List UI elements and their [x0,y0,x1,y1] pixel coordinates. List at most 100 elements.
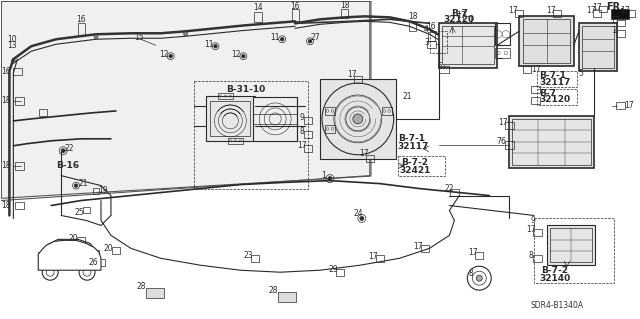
Bar [354,76,362,83]
Text: B-16: B-16 [56,161,79,170]
Text: 8: 8 [529,251,533,260]
Text: 20: 20 [103,244,113,253]
Text: 17: 17 [592,3,602,12]
Text: 14: 14 [253,3,263,12]
Text: 17: 17 [456,11,466,20]
Text: 17: 17 [531,65,541,74]
Circle shape [360,217,364,220]
Text: 5: 5 [579,69,583,78]
Bar [532,229,541,236]
Circle shape [169,55,172,58]
Text: 18: 18 [2,161,11,170]
Bar [205,96,255,141]
Bar [77,237,85,244]
Bar [531,85,540,93]
Text: 18: 18 [408,12,417,21]
Bar [519,16,574,66]
Bar [83,207,90,213]
Text: 12: 12 [159,50,168,59]
Text: B-7-1: B-7-1 [539,70,566,80]
Bar [537,89,577,105]
Text: 32120: 32120 [539,95,570,105]
Text: 13: 13 [8,41,17,50]
Text: 9: 9 [531,216,536,225]
Text: 8: 8 [300,127,305,136]
Text: 21: 21 [403,93,412,101]
Bar [593,10,601,17]
Bar [627,10,635,17]
Circle shape [74,184,78,187]
Text: 28: 28 [268,286,278,295]
Text: B-7-2: B-7-2 [541,266,568,275]
Bar [278,292,296,302]
Text: 17: 17 [359,149,369,158]
Bar [523,66,531,73]
Text: 17: 17 [546,6,556,15]
Bar [397,156,445,176]
Text: B-7: B-7 [451,9,468,18]
Bar [15,162,24,170]
Bar [228,138,243,144]
Circle shape [328,177,332,181]
Bar [537,71,577,87]
Bar [450,189,459,196]
Bar [91,250,99,258]
Bar [547,226,595,265]
Text: 7: 7 [497,137,502,146]
Bar [476,252,483,259]
Text: 28: 28 [136,282,145,291]
Text: 16: 16 [291,2,300,11]
Text: B-7: B-7 [539,88,556,98]
Circle shape [12,59,15,63]
Bar [428,32,435,41]
Bar [376,255,384,262]
Text: 3: 3 [424,38,429,47]
Text: 32117: 32117 [539,78,570,86]
Text: 1: 1 [322,171,326,180]
Bar [252,255,259,262]
Text: 25: 25 [74,208,84,217]
Bar [611,9,628,19]
Text: 9: 9 [300,113,305,122]
Circle shape [353,114,363,124]
Text: 32120: 32120 [444,15,475,24]
Polygon shape [1,1,371,198]
Bar [304,131,312,138]
Bar [550,228,592,262]
Bar [553,10,561,17]
Bar [440,23,497,68]
Text: 22: 22 [445,184,454,193]
Circle shape [55,255,58,257]
Circle shape [476,275,483,281]
Text: 32117: 32117 [397,142,429,151]
Circle shape [184,32,188,36]
Circle shape [65,259,67,262]
Text: 20: 20 [68,234,78,243]
Circle shape [280,38,284,41]
Bar [77,23,84,35]
Bar [15,202,24,210]
Bar [409,22,416,31]
Text: 27: 27 [310,33,320,42]
Text: 15: 15 [134,33,143,42]
Bar [211,101,250,136]
Text: 17: 17 [413,242,422,251]
Text: 17: 17 [624,101,634,110]
Text: 17: 17 [620,6,630,15]
Text: 17: 17 [297,141,307,150]
Bar [325,107,335,115]
Text: 29: 29 [328,265,338,274]
Bar [512,119,591,165]
Bar [292,9,299,21]
Text: 5: 5 [437,62,442,70]
Text: 21: 21 [78,179,88,188]
Bar [440,66,449,73]
Bar [515,10,523,17]
Text: 26: 26 [88,258,98,267]
Bar [341,9,348,18]
Text: 17: 17 [526,225,536,234]
Text: 8: 8 [469,269,474,278]
Bar [336,269,344,276]
Bar [93,188,99,194]
Bar [599,6,607,12]
